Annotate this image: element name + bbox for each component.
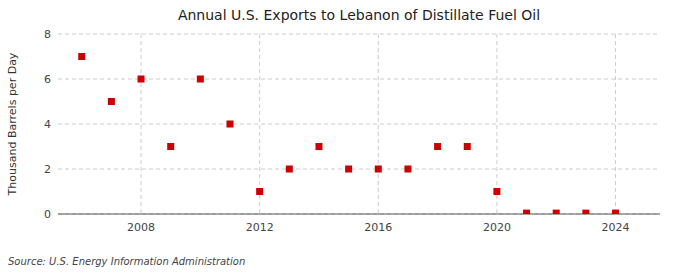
point xyxy=(167,143,174,150)
x-tick-label: 2012 xyxy=(246,221,274,234)
x-grid-line xyxy=(615,34,616,214)
y-tick-label: 8 xyxy=(44,28,51,41)
point xyxy=(434,143,441,150)
point xyxy=(404,166,411,173)
point xyxy=(612,210,619,214)
x-grid-line xyxy=(496,34,497,214)
x-tick-label: 2020 xyxy=(483,221,511,234)
point xyxy=(78,53,85,60)
point xyxy=(286,166,293,173)
y-grid-line xyxy=(58,169,660,170)
point xyxy=(464,143,471,150)
point xyxy=(315,143,322,150)
point xyxy=(493,188,500,195)
x-grid-line xyxy=(378,34,379,214)
grid xyxy=(58,34,660,214)
y-grid-line xyxy=(58,34,660,35)
point xyxy=(582,210,589,214)
y-grid-line xyxy=(58,79,660,80)
x-tick-label: 2024 xyxy=(602,221,630,234)
title: Annual U.S. Exports to Lebanon of Distil… xyxy=(178,7,540,23)
point xyxy=(108,98,115,105)
y-axis-label: Thousand Barrels per Day xyxy=(6,52,19,196)
point xyxy=(138,76,145,83)
y-tick-label: 0 xyxy=(44,208,51,221)
x-axis-line xyxy=(58,214,660,215)
point xyxy=(227,121,234,128)
point xyxy=(256,188,263,195)
point xyxy=(375,166,382,173)
y-grid-line xyxy=(58,214,660,215)
point xyxy=(197,76,204,83)
points xyxy=(78,53,619,214)
y-grid-line xyxy=(58,124,660,125)
y-tick-label: 6 xyxy=(44,73,51,86)
y-tick-label: 2 xyxy=(44,163,51,176)
point xyxy=(345,166,352,173)
background xyxy=(0,0,675,275)
x-grid-line xyxy=(141,34,142,214)
point xyxy=(523,210,530,214)
source-note: Source: U.S. Energy Information Administ… xyxy=(8,256,245,267)
chart: Annual U.S. Exports to Lebanon of Distil… xyxy=(0,0,675,275)
x-grid-line xyxy=(259,34,260,214)
y-tick-label: 4 xyxy=(44,118,51,131)
point xyxy=(553,210,560,214)
x-tick-label: 2008 xyxy=(127,221,155,234)
x-tick-label: 2016 xyxy=(364,221,392,234)
